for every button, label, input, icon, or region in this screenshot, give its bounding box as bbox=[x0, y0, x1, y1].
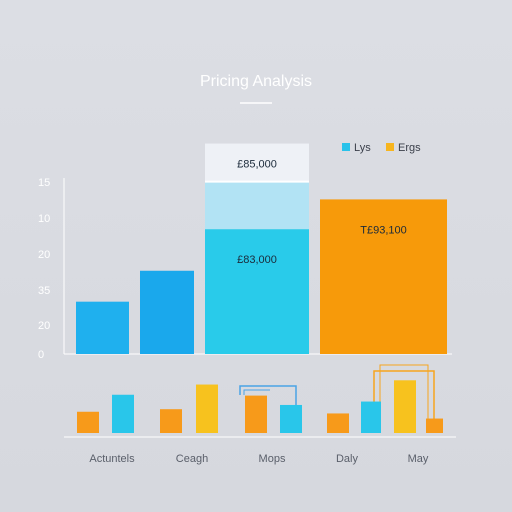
main-y-tick-label: 20 bbox=[38, 320, 50, 332]
main-y-tick-label: 20 bbox=[38, 249, 50, 261]
secondary-bar-3 bbox=[196, 384, 218, 433]
secondary-bar-chart: Actuntels Ceagh Mops Daly May bbox=[64, 364, 456, 465]
main-bar-3 bbox=[320, 199, 447, 354]
secondary-bar-4 bbox=[245, 395, 267, 433]
main-y-tick-label: 15 bbox=[38, 177, 50, 189]
connector-lines bbox=[239, 364, 435, 432]
secondary-bar-9 bbox=[426, 418, 443, 433]
secondary-bar-0 bbox=[77, 411, 99, 433]
main-bar-1 bbox=[140, 270, 194, 354]
secondary-bar-8 bbox=[394, 380, 416, 433]
main-y-tick-label: 0 bbox=[38, 349, 44, 361]
main-bar-label-2: £83,000 bbox=[237, 254, 277, 266]
chart-title: Pricing Analysis bbox=[200, 73, 312, 90]
secondary-bar-5 bbox=[280, 404, 302, 433]
secondary-bar-7 bbox=[361, 401, 381, 433]
connector-line-1 bbox=[239, 385, 297, 405]
secondary-category-label: Ceagh bbox=[176, 453, 208, 465]
legend: Lys Ergs bbox=[342, 142, 421, 154]
main-y-tick-label: 35 bbox=[38, 285, 50, 297]
secondary-bar-2 bbox=[160, 409, 182, 433]
main-y-tick-label: 10 bbox=[38, 213, 50, 225]
main-bar-cap bbox=[205, 143, 309, 182]
main-bar-overlay bbox=[205, 181, 309, 230]
legend-swatch-0 bbox=[342, 143, 350, 151]
main-bar-0 bbox=[76, 301, 129, 354]
main-bar-chart: 15 10 20 35 20 0 £83,000 T£93,100 £85,000 bbox=[38, 143, 452, 361]
main-bar-label-3: T£93,100 bbox=[360, 224, 406, 236]
connector-line-4 bbox=[379, 364, 429, 432]
legend-label-1: Ergs bbox=[398, 142, 421, 154]
connector-line-3 bbox=[373, 370, 435, 432]
legend-label-0: Lys bbox=[354, 142, 371, 154]
secondary-category-label: Daly bbox=[336, 453, 359, 465]
secondary-bar-6 bbox=[327, 413, 349, 433]
main-bar-2 bbox=[205, 229, 309, 354]
secondary-bar-1 bbox=[112, 394, 134, 433]
connector-line-2 bbox=[243, 389, 270, 395]
secondary-category-label: Mops bbox=[259, 453, 286, 465]
secondary-category-label: Actuntels bbox=[89, 453, 135, 465]
secondary-category-label: May bbox=[408, 453, 429, 465]
legend-swatch-1 bbox=[386, 143, 394, 151]
main-bar-overlay-label: £85,000 bbox=[237, 159, 277, 171]
